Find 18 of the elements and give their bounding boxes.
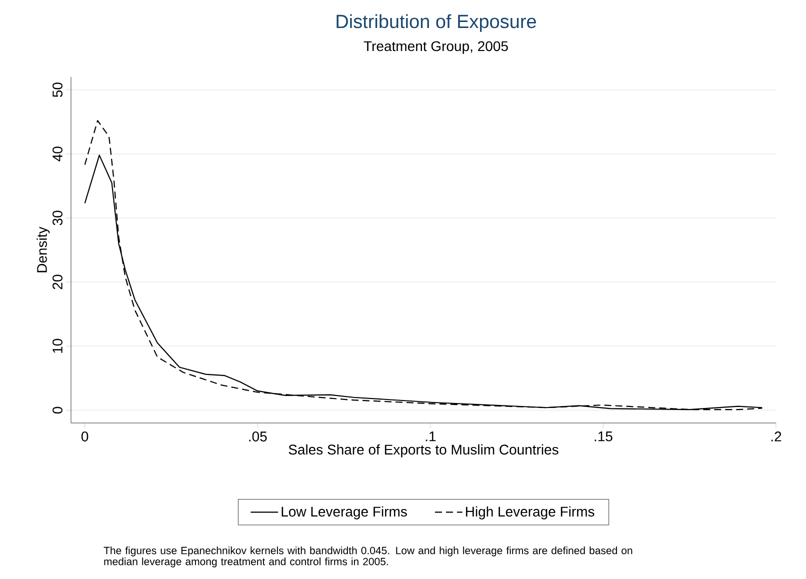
y-tick-label: 30	[52, 210, 62, 226]
x-tick-label: .05	[249, 432, 267, 442]
x-tick-label: 0	[81, 432, 88, 442]
chart-title: Distribution of Exposure	[336, 14, 536, 32]
legend-label: High Leverage Firms	[466, 506, 594, 520]
chart-subtitle: Treatment Group, 2005	[364, 41, 508, 54]
x-tick-label: .15	[594, 432, 612, 442]
x-tick-label: .2	[771, 432, 782, 442]
y-tick-label: 50	[52, 82, 62, 98]
y-tick-label: 40	[52, 146, 62, 162]
text: The figures use Epanechnikov kernels with bandwidth 0.045. Low and high leverage firms are defined based on median leverage among treatment and control firms in 2005.	[104, 546, 632, 568]
y-tick-label: 20	[52, 274, 62, 290]
x-tick-label: .1	[426, 432, 436, 442]
legend-label: Low Leverage Firms	[282, 506, 407, 520]
y-tick-label: 10	[52, 338, 62, 353]
x-axis-title: Sales Share of Exports to Muslim Countries	[288, 444, 558, 458]
y-tick-label: 0	[52, 406, 62, 414]
y-axis-title: Density	[36, 226, 50, 272]
